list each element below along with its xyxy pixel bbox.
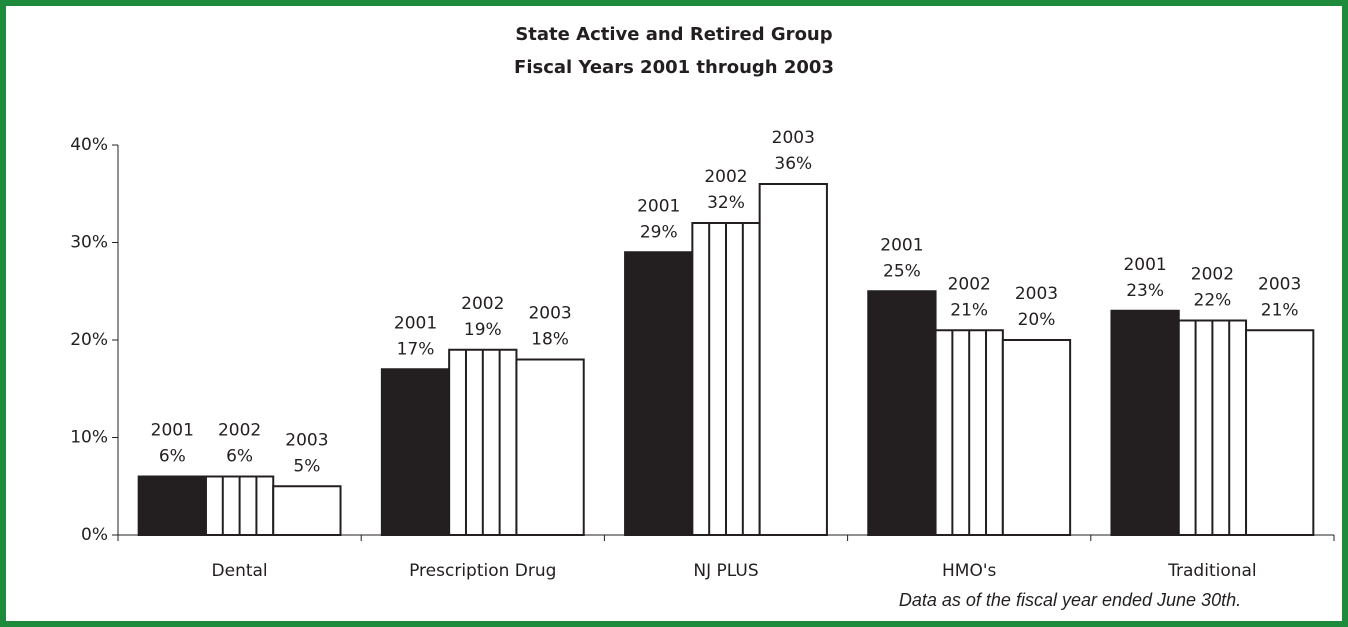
bar-value-label: 29% xyxy=(640,222,678,242)
y-tick-label: 10% xyxy=(70,428,108,448)
chart-title: State Active and Retired Group xyxy=(515,24,832,45)
y-tick-label: 20% xyxy=(70,330,108,350)
bar xyxy=(380,368,451,536)
bar-value-label: 21% xyxy=(1261,300,1299,320)
bar-value-label: 19% xyxy=(464,320,502,340)
y-tick-label: 40% xyxy=(70,135,108,155)
x-tick-label: NJ PLUS xyxy=(693,561,758,581)
x-tick-label: Dental xyxy=(212,561,268,581)
bar-series-label: 2002 xyxy=(218,421,261,441)
bar xyxy=(515,358,585,536)
bar xyxy=(758,183,828,536)
bar xyxy=(867,290,937,536)
bar-series-label: 2001 xyxy=(1123,255,1166,275)
bar-value-label: 6% xyxy=(226,447,253,467)
bar-value-label: 6% xyxy=(159,447,186,467)
bar-value-label: 17% xyxy=(397,339,435,359)
bar-series-label: 2001 xyxy=(394,313,437,333)
bar-value-label: 22% xyxy=(1194,291,1232,311)
bar-value-label: 5% xyxy=(293,456,320,476)
bar-value-label: 36% xyxy=(774,154,812,174)
bar-series-label: 2003 xyxy=(528,304,571,324)
bar-value-label: 23% xyxy=(1126,281,1164,301)
footnote: Data as of the fiscal year ended June 30… xyxy=(899,590,1241,610)
bar-series-label: 2003 xyxy=(1015,284,1058,304)
x-tick-label: Prescription Drug xyxy=(409,561,556,581)
bar xyxy=(272,485,342,536)
bar xyxy=(1001,339,1072,536)
bar xyxy=(1110,309,1180,536)
bar-series-label: 2001 xyxy=(880,235,923,255)
bar-series-label: 2003 xyxy=(285,430,328,450)
bar-value-label: 21% xyxy=(950,300,988,320)
bar-series-label: 2003 xyxy=(772,128,815,148)
bar-series-label: 2002 xyxy=(1191,265,1234,285)
bar-value-label: 32% xyxy=(707,193,745,213)
bar-value-label: 25% xyxy=(883,261,921,281)
x-tick-label: HMO's xyxy=(942,561,997,581)
bar xyxy=(1245,329,1315,536)
y-tick-label: 0% xyxy=(81,525,108,545)
y-tick-label: 30% xyxy=(70,233,108,253)
bar-series-label: 2002 xyxy=(948,274,991,294)
x-tick-label: Traditional xyxy=(1167,561,1257,581)
bar xyxy=(624,251,694,536)
bar-series-label: 2003 xyxy=(1258,274,1301,294)
bar-series-label: 2001 xyxy=(637,196,680,216)
bar xyxy=(137,475,207,536)
bar-series-label: 2001 xyxy=(151,421,194,441)
bar-series-label: 2002 xyxy=(461,294,504,314)
bar-series-label: 2002 xyxy=(704,167,747,187)
bar-value-label: 18% xyxy=(531,330,569,350)
chart-subtitle: Fiscal Years 2001 through 2003 xyxy=(514,57,834,78)
bar-value-label: 20% xyxy=(1018,310,1056,330)
